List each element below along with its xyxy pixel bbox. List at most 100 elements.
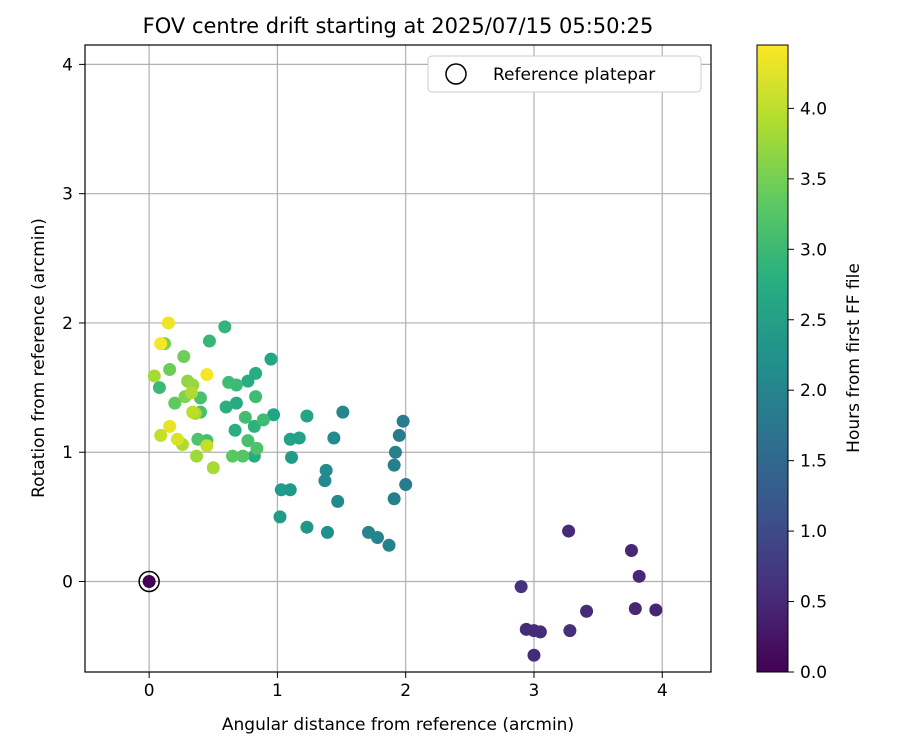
scatter-point — [184, 386, 198, 400]
scatter-point — [202, 334, 216, 348]
colorbar-tick-label: 2.0 — [800, 381, 827, 401]
reference-platepar-ring — [138, 570, 160, 593]
scatter-point — [399, 478, 413, 492]
x-tick-label: 1 — [272, 681, 283, 701]
scatter-point — [388, 445, 402, 459]
colorbar-tick-label: 1.0 — [800, 522, 827, 542]
scatter-point — [283, 483, 297, 497]
scatter-point — [250, 441, 264, 455]
scatter-point — [264, 352, 278, 366]
scatter-point — [392, 428, 406, 442]
scatter-point — [226, 449, 240, 463]
scatter-point — [256, 413, 270, 427]
legend-box — [427, 55, 702, 93]
scatter-point — [200, 368, 214, 382]
scatter-point — [327, 431, 341, 445]
scatter-point — [318, 474, 332, 488]
scatter-point — [249, 390, 263, 404]
y-tick-label: 2 — [62, 314, 73, 334]
x-axis-label: Angular distance from reference (arcmin) — [222, 715, 574, 735]
x-axis-ticks: 0 1 2 3 4 — [144, 672, 668, 701]
scatter-point — [190, 449, 204, 463]
scatter-point — [168, 396, 182, 410]
scatter-point — [649, 603, 663, 617]
y-axis-ticks: 0 1 2 3 4 — [62, 55, 85, 593]
legend: Reference platepar — [427, 55, 702, 93]
scatter-point — [273, 510, 287, 524]
scatter-point — [628, 602, 642, 616]
scatter-point — [163, 419, 177, 433]
scatter-point — [331, 494, 345, 508]
scatter-point — [228, 423, 242, 437]
scatter-point — [154, 428, 168, 442]
scatter-point — [170, 432, 184, 446]
scatter-point — [147, 369, 161, 383]
scatter-point — [514, 580, 528, 594]
x-tick-label: 0 — [144, 681, 155, 701]
colorbar-tick-label: 2.5 — [800, 311, 827, 331]
scatter-point — [186, 405, 200, 419]
scatter-point — [274, 483, 288, 497]
chart-title: FOV centre drift starting at 2025/07/15 … — [143, 14, 654, 38]
scatter-point — [247, 419, 261, 433]
colorbar-gradient — [756, 44, 789, 673]
colorbar-tick-label: 0.5 — [800, 593, 827, 613]
colorbar-tick-label: 4.0 — [800, 99, 827, 119]
scatter-point — [300, 409, 314, 423]
y-tick-label: 1 — [62, 443, 73, 463]
scatter-point — [319, 463, 333, 477]
scatter-point — [382, 538, 396, 552]
scatter-point — [361, 525, 375, 539]
scatter-point — [292, 431, 306, 445]
plot-frame — [84, 44, 712, 673]
reference-marker-group — [138, 570, 160, 593]
colorbar: 0.0 0.5 1.0 1.5 2.0 2.5 3.0 3.5 4.0 Hours from f… — [756, 44, 864, 683]
scatter-point — [206, 461, 220, 475]
legend-label: Reference platepar — [493, 65, 655, 85]
scatter-point — [562, 524, 576, 538]
scatter-point — [527, 648, 541, 662]
scatter-point — [222, 375, 236, 389]
scatter-point — [218, 320, 232, 334]
scatter-point — [191, 432, 205, 446]
scatter-point — [300, 520, 314, 534]
scatter-point — [241, 374, 255, 388]
legend-marker-icon — [445, 63, 467, 85]
scatter-point — [154, 337, 168, 351]
scatter-point — [580, 604, 594, 618]
scatter-point — [533, 625, 547, 639]
colorbar-tick-label: 1.5 — [800, 452, 827, 472]
scatter-point — [387, 492, 401, 506]
x-tick-label: 2 — [400, 681, 411, 701]
scatter-point — [241, 434, 255, 448]
scatter-point — [632, 569, 646, 583]
scatter-point — [396, 414, 410, 428]
reference-point — [142, 575, 156, 589]
scatter-point — [152, 381, 166, 395]
colorbar-ticks: 0.0 0.5 1.0 1.5 2.0 2.5 3.0 3.5 4.0 — [788, 99, 827, 683]
scatter-point — [624, 543, 638, 557]
scatter-point — [563, 624, 577, 638]
colorbar-tick-label: 3.0 — [800, 240, 827, 260]
colorbar-tick-label: 3.5 — [800, 170, 827, 190]
scatter-point — [267, 408, 281, 422]
y-tick-label: 4 — [62, 55, 73, 75]
scatter-point — [163, 362, 177, 376]
scatter-point — [336, 405, 350, 419]
scatter-point — [320, 525, 334, 539]
scatter-point — [229, 396, 243, 410]
colorbar-label: Hours from first FF file — [844, 263, 864, 453]
y-tick-label: 3 — [62, 185, 73, 205]
scatter-point — [200, 439, 214, 453]
x-tick-label: 3 — [529, 681, 540, 701]
colorbar-tick-label: 0.0 — [800, 663, 827, 683]
scatter-point — [161, 316, 175, 330]
scatter-point — [177, 350, 191, 364]
data-points — [147, 316, 663, 662]
scatter-point — [236, 449, 250, 463]
scatter-point — [285, 450, 299, 464]
scatter-point — [238, 410, 252, 424]
y-axis-label: Rotation from reference (arcmin) — [29, 218, 49, 498]
y-tick-label: 0 — [62, 573, 73, 593]
